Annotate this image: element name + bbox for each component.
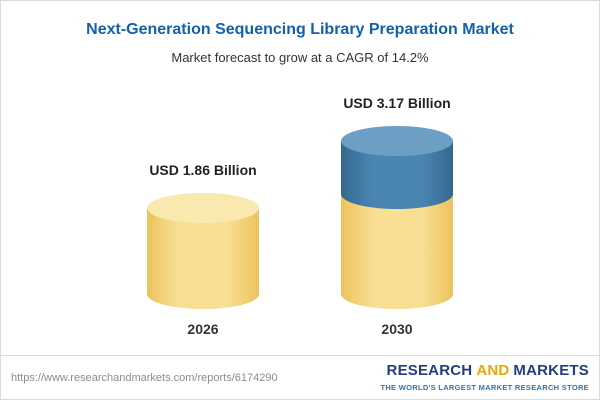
brand-logo: RESEARCH AND MARKETS THE WORLD'S LARGEST M… xyxy=(380,362,589,392)
year-label-2030: 2030 xyxy=(381,321,413,337)
bar-group-2026: USD 1.86 Billion 2026 xyxy=(128,162,278,339)
brand-word-and: AND xyxy=(476,362,510,380)
brand-tagline: THE WORLD'S LARGEST MARKET RESEARCH STOR… xyxy=(380,383,589,393)
cylinder-2030-top-cap xyxy=(341,126,453,157)
chart-title: Next-Generation Sequencing Library Prepa… xyxy=(86,21,514,38)
report-url-link[interactable]: https://www.researchandmarkets.com/repor… xyxy=(11,371,278,384)
header: Next-Generation Sequencing Library Prepa… xyxy=(1,1,599,65)
cylinder-2030 xyxy=(341,126,453,309)
chart-subtitle: Market forecast to grow at a CAGR of 14.… xyxy=(171,50,429,65)
value-label-2026: USD 1.86 Billion xyxy=(149,161,257,178)
cylinder-2030-base-segment xyxy=(341,193,453,309)
cylinder-2026 xyxy=(147,192,259,309)
cylinder-2026-body xyxy=(147,192,259,309)
cylinder-2026-top-cap xyxy=(147,192,259,223)
chart-area: USD 1.86 Billion 2026 USD 3.17 Billion 2… xyxy=(1,87,599,339)
bar-group-2030: USD 3.17 Billion 2030 xyxy=(322,95,472,339)
footer: https://www.researchandmarkets.com/repor… xyxy=(1,355,599,399)
brand-word-research: RESEARCH xyxy=(386,362,473,380)
year-label-2026: 2026 xyxy=(187,321,219,337)
brand-word-markets: MARKETS xyxy=(513,362,589,380)
cylinder-2030-growth-segment xyxy=(341,126,453,209)
brand-wordmark: RESEARCH AND MARKETS xyxy=(380,362,589,381)
value-label-2030: USD 3.17 Billion xyxy=(343,95,451,112)
